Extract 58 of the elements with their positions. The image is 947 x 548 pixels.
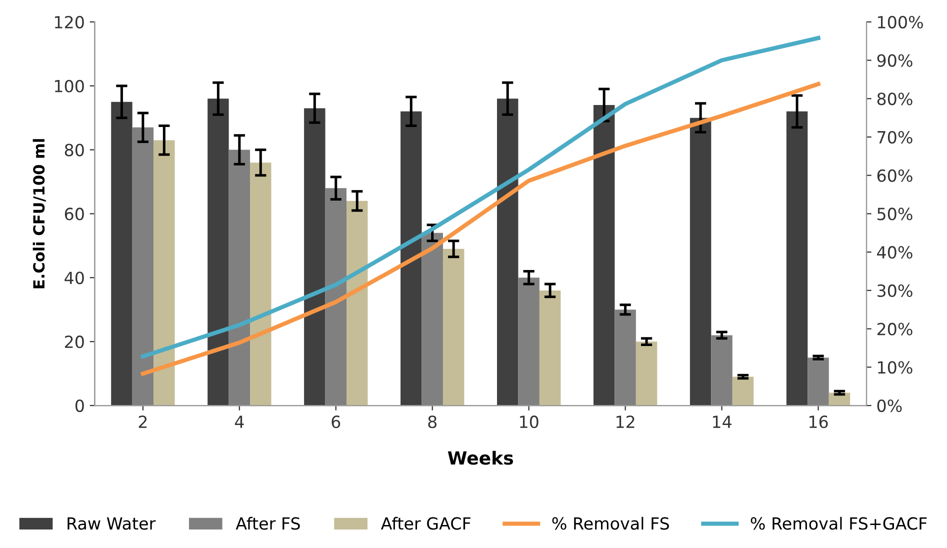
y2-tick-label: 70% [878,130,912,144]
y2-tick-label: 90% [877,54,912,67]
y2-tick-label: 50% [878,208,912,220]
y-tick-label: 100 [54,80,84,92]
bar [250,162,272,406]
y-axis-title: E.Coli CFU/100 ml [32,139,46,288]
bar [325,188,346,406]
bar [732,376,754,406]
bar [539,290,561,406]
x-tick-label: 12 [616,416,634,428]
y2-tick-label: 30% [878,284,912,298]
x-tick-label: 10 [520,416,538,428]
bar [711,335,732,406]
x-tick-label: 8 [428,416,437,428]
x-axis-title: Weeks [448,450,513,465]
bar [518,278,540,406]
bar [614,310,636,406]
y2-tick-label: 100% [878,16,923,28]
bar [346,200,368,406]
bar [442,248,464,406]
y2-tick-label: 80% [877,92,912,106]
x-tick-label: 2 [138,416,147,428]
bar [497,98,518,406]
bar [593,105,615,406]
bar [636,342,658,406]
bar [228,150,250,406]
bar [304,108,326,406]
y-tick-label: 60 [64,208,84,220]
y-tick-label: 40 [64,272,84,284]
y-tick-label: 0 [75,399,84,412]
bar [690,118,712,406]
legend-label: After GACF [380,516,470,530]
x-tick-label: 4 [234,416,244,428]
line-series [140,36,820,359]
y2-tick-label: 20% [877,322,912,336]
y-tick-label: 80 [64,144,84,156]
bar [786,111,808,406]
bar [208,98,229,406]
y2-tick-label: 40% [877,246,912,259]
x-tick-label: 6 [332,416,340,428]
y2-tick-label: 0% [877,399,902,412]
line-series [140,82,820,376]
y2-tick-label: 60% [877,169,912,182]
legend-label: After FS [236,516,300,530]
x-tick-label: 14 [713,416,732,428]
legend-label: % Removal FS [552,516,669,530]
bar [808,358,829,406]
bar [154,140,175,406]
bar [422,232,443,406]
x-tick-label: 16 [809,416,828,428]
legend-label: Raw Water [68,517,156,530]
y2-tick-label: 10% [878,361,912,374]
legend-label: % Removal FS+GACF [750,516,927,530]
bar [400,111,422,406]
bar [111,102,132,406]
y-tick-label: 20 [64,336,84,348]
y-tick-label: 120 [54,16,84,28]
bar [132,127,154,406]
